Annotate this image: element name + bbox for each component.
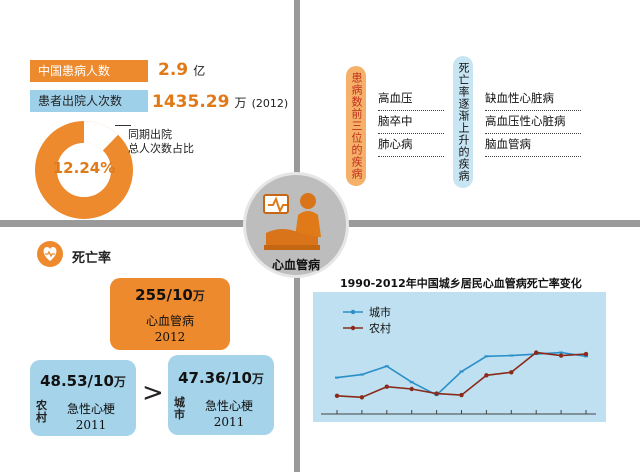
- overall-value: 255/10: [135, 286, 193, 304]
- data-point: [409, 381, 414, 384]
- overall-label: 心血管病: [145, 314, 194, 328]
- rural-value-row: 48.53/10万: [30, 372, 136, 390]
- mortality-header: 死亡率: [72, 251, 112, 266]
- urban-unit: 万: [251, 372, 264, 386]
- data-point: [534, 350, 539, 355]
- series-line-rural: [336, 351, 587, 399]
- data-point: [559, 351, 564, 354]
- legend-label: 城市: [369, 305, 391, 319]
- data-point: [459, 392, 464, 398]
- legend-label: 农村: [369, 321, 391, 335]
- divider-horizontal-right: [345, 220, 640, 227]
- data-point: [459, 370, 464, 373]
- heart-pulse-icon: [37, 241, 63, 267]
- divider-vertical-top: [294, 0, 300, 175]
- divider-horizontal-left: [0, 220, 250, 227]
- list-item: 缺血性心脏病: [485, 88, 581, 111]
- center-emblem: [243, 172, 349, 278]
- divider-vertical-bottom: [294, 270, 300, 472]
- list-item: 高血压: [378, 88, 444, 111]
- top3-diseases-heading: 患病数前三位的疾病: [346, 66, 366, 186]
- chart-plot: [321, 350, 596, 415]
- center-label: 心血管病: [271, 258, 320, 272]
- ratio-value: 12.24%: [52, 159, 116, 177]
- list-item: 高血压性心脏病: [485, 111, 581, 134]
- discharge-unit: 万: [234, 96, 247, 110]
- ratio-leader-line: [115, 125, 131, 126]
- series-line-urban: [336, 351, 587, 397]
- patients-stat: 2.9 亿: [158, 60, 205, 80]
- legend-marker: [350, 325, 356, 331]
- urban-value-row: 47.36/10万: [168, 369, 274, 387]
- data-point: [334, 393, 340, 399]
- data-point: [335, 376, 339, 379]
- rural-unit: 万: [113, 375, 126, 389]
- rising-mortality-heading: 死亡率逐渐上升的疾病: [453, 56, 473, 188]
- legend-marker: [350, 309, 356, 315]
- ratio-note-line1: 同期出院: [128, 128, 172, 141]
- data-point: [484, 373, 489, 378]
- rising-mortality-list: 缺血性心脏病 高血压性心脏病 脑血管病: [485, 88, 581, 157]
- discharge-value: 1435.29: [152, 92, 230, 112]
- overall-mortality-box: 255/10万 心血管病 2012: [110, 278, 230, 350]
- data-point: [409, 386, 414, 392]
- data-point: [359, 373, 364, 376]
- rural-tag: 农村: [36, 399, 47, 424]
- data-point: [509, 370, 514, 375]
- data-point: [384, 365, 389, 368]
- data-point: [558, 353, 564, 358]
- discharge-label: 患者出院人次数: [30, 90, 148, 112]
- data-point: [509, 354, 514, 357]
- data-point: [384, 384, 389, 389]
- data-point: [434, 391, 439, 396]
- doctor-patient-icon: [263, 193, 321, 250]
- top3-diseases-list: 高血压 脑卒中 肺心病: [378, 88, 444, 157]
- chart-panel: [313, 292, 606, 422]
- urban-label: 急性心梗: [204, 399, 253, 413]
- rural-mortality-box: 48.53/10万 农村 急性心梗 2011: [30, 360, 136, 436]
- rural-label: 急性心梗: [66, 402, 115, 416]
- list-item: 脑卒中: [378, 111, 444, 134]
- urban-year: 2011: [213, 415, 245, 429]
- overall-year: 2012: [154, 330, 186, 344]
- list-item: 肺心病: [378, 134, 444, 157]
- rural-year: 2011: [75, 418, 107, 432]
- overall-unit: 万: [192, 289, 205, 303]
- donut-chart-icon: [35, 121, 133, 219]
- rural-value: 48.53/10: [40, 372, 114, 390]
- list-item: 脑血管病: [485, 134, 581, 157]
- patients-value: 2.9: [158, 60, 189, 80]
- urban-mortality-box: 47.36/10万 城市 急性心梗 2011: [168, 355, 274, 435]
- discharge-stat: 1435.29 万 (2012): [152, 92, 288, 112]
- data-point: [359, 395, 365, 400]
- donut-ratio-slice: [83, 121, 119, 152]
- overall-value-row: 255/10万: [110, 286, 230, 304]
- data-point: [484, 355, 489, 358]
- urban-tag: 城市: [174, 396, 185, 421]
- compare-symbol: >: [142, 378, 164, 408]
- ratio-note-line2: 总人次数占比: [128, 142, 194, 155]
- urban-value: 47.36/10: [178, 369, 252, 387]
- data-point: [584, 355, 588, 358]
- patients-unit: 亿: [193, 64, 206, 78]
- discharge-year: (2012): [251, 97, 289, 110]
- data-point: [583, 351, 589, 357]
- patients-label: 中国患病人数: [30, 60, 148, 82]
- chart-title: 1990-2012年中国城乡居民心血管病死亡率变化: [340, 277, 582, 290]
